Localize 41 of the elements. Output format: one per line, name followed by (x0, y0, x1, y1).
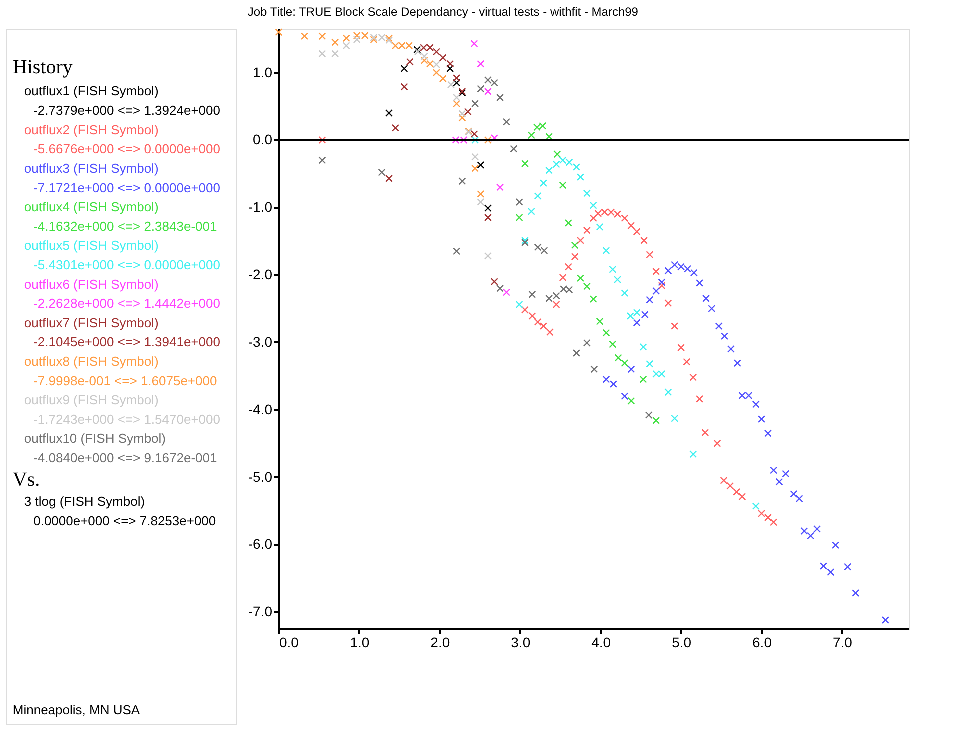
text: 3 tlog (FISH Symbol) (24, 494, 146, 509)
x-tick-label: 4.0 (592, 634, 612, 650)
text: 0.0000e+000 <=> 7.8253e+000 (34, 513, 216, 528)
text: -5.6676e+000 <=> 0.0000e+000 (34, 142, 220, 157)
text: outflux2 (FISH Symbol) (24, 122, 159, 138)
text: outflux3 (FISH Symbol) (24, 160, 159, 176)
text: outflux4 (FISH Symbol) (24, 200, 159, 215)
x-tick-label: 7.0 (832, 634, 853, 650)
text: outflux1 (FISH Symbol) (24, 84, 159, 99)
x-tick-label: 2.0 (430, 634, 450, 650)
text: outflux10 (FISH Symbol) (24, 431, 166, 446)
text: outflux5 (FISH Symbol) (24, 238, 159, 254)
x-tick-label: 1.0 (350, 634, 370, 650)
text: -7.9998e-001 <=> 1.6075e+000 (34, 373, 218, 388)
x-tick-label: 0.0 (280, 634, 300, 650)
text: -2.7379e+000 <=> 1.3924e+000 (34, 103, 220, 118)
y-tick-label: -7.0 (248, 604, 273, 620)
y-tick-label: -4.0 (248, 401, 273, 418)
text: outflux7 (FISH Symbol) (24, 315, 159, 330)
text: outflux6 (FISH Symbol) (24, 276, 159, 292)
text: Minneapolis, MN USA (12, 702, 140, 718)
text: -2.1045e+000 <=> 1.3941e+000 (34, 334, 220, 350)
text: -7.1721e+000 <=> 0.0000e+000 (34, 180, 220, 196)
y-tick-label: -1.0 (248, 199, 273, 216)
x-tick-label: 6.0 (752, 634, 772, 650)
x-tick-label: 3.0 (511, 634, 531, 650)
y-tick-label: -5.0 (248, 468, 273, 485)
y-tick-label: 0.0 (253, 132, 273, 148)
legend-title: History (12, 56, 73, 79)
text: outflux8 (FISH Symbol) (24, 354, 159, 370)
text: -4.1632e+000 <=> 2.3843e-001 (34, 218, 218, 234)
y-tick-label: -3.0 (248, 334, 273, 350)
text: -4.0840e+000 <=> 9.1672e-001 (34, 450, 218, 466)
y-tick-label: -2.0 (248, 266, 273, 283)
y-tick-label: -6.0 (248, 536, 273, 552)
chart-title: Job Title: TRUE Block Scale Dependancy - virtual tests - withfit - March99 (248, 4, 639, 19)
x-tick-label: 5.0 (672, 634, 692, 650)
text: Vs. (12, 468, 40, 491)
y-tick-label: 1.0 (253, 64, 273, 80)
text: -2.2628e+000 <=> 1.4442e+000 (34, 296, 220, 312)
text: -5.4301e+000 <=> 0.0000e+000 (34, 257, 220, 272)
